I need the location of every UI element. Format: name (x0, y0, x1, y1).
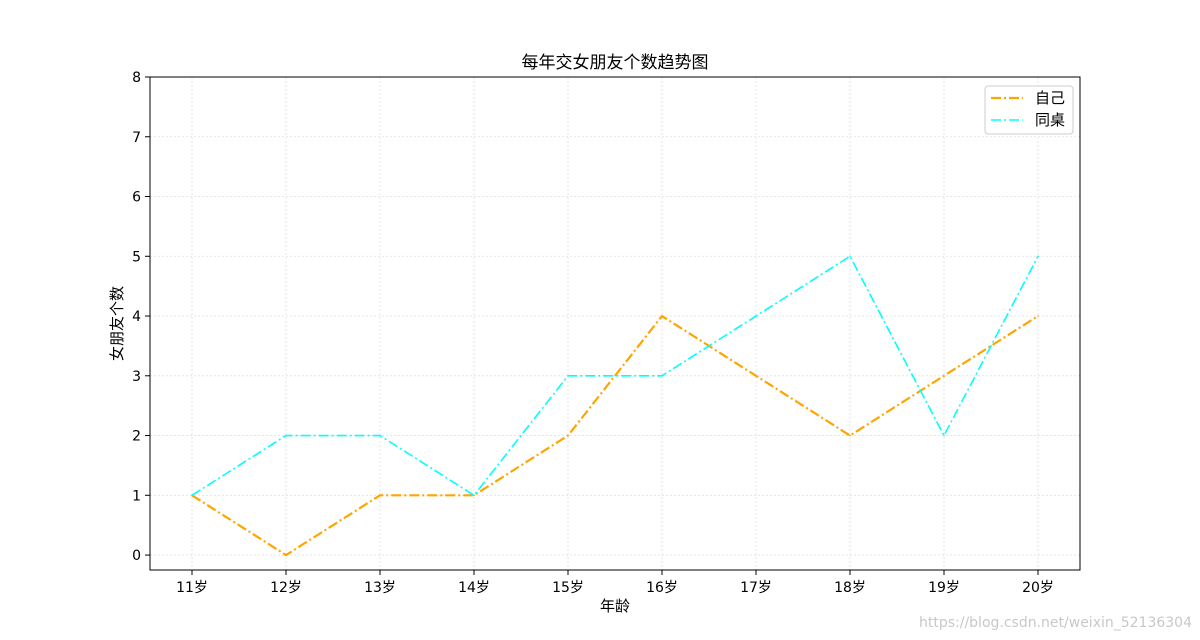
watermark-text: https://blog.csdn.net/weixin_52136304 (919, 615, 1192, 631)
y-tick-label: 3 (132, 369, 141, 385)
x-tick-label: 17岁 (740, 580, 772, 596)
x-tick-label: 16岁 (646, 580, 678, 596)
plot-area-frame (149, 76, 1081, 571)
x-tick-label: 15岁 (552, 580, 584, 596)
series-line-1 (191, 255, 1039, 497)
legend-label: 同桌 (1035, 111, 1065, 129)
data-point (379, 494, 381, 497)
data-point (1037, 315, 1039, 317)
series-line-0 (191, 314, 1039, 557)
y-tick-label: 4 (132, 309, 141, 325)
y-tick-label: 1 (132, 488, 141, 504)
data-point (191, 494, 193, 497)
data-point (285, 434, 287, 437)
y-tick-label: 2 (132, 429, 141, 445)
y-tick-label: 0 (132, 548, 141, 564)
data-point (285, 554, 287, 556)
y-tick-label: 7 (132, 130, 141, 146)
legend-label: 自己 (1035, 89, 1065, 107)
y-tick-label: 8 (132, 70, 141, 86)
y-axis-title: 女朋友个数 (108, 286, 126, 361)
data-point (661, 374, 663, 377)
x-tick-label: 14岁 (458, 580, 490, 596)
x-axis-title: 年龄 (600, 597, 630, 615)
data-point (943, 374, 945, 377)
x-tick-label: 13岁 (364, 580, 396, 596)
x-tick-label: 11岁 (176, 580, 208, 596)
data-point (567, 434, 569, 437)
data-point (661, 315, 663, 317)
chart-title: 每年交女朋友个数趋势图 (522, 53, 709, 73)
data-point (379, 434, 381, 437)
data-point (849, 255, 851, 258)
y-tick-label: 6 (132, 190, 141, 206)
data-point (849, 434, 851, 437)
y-axis-ticks: 0 1 2 3 4 5 6 7 8 (132, 70, 150, 564)
data-point (943, 434, 945, 437)
data-point (755, 315, 757, 317)
x-axis-ticks: 11岁 12岁 13岁 14岁 15岁 16岁 17岁 18岁 19岁 20岁 (176, 570, 1054, 596)
x-tick-label: 20岁 (1022, 580, 1054, 596)
data-point (473, 494, 475, 497)
data-point (755, 374, 757, 377)
x-tick-label: 19岁 (928, 580, 960, 596)
data-point (567, 374, 569, 377)
y-tick-label: 5 (132, 249, 141, 265)
x-tick-label: 18岁 (834, 580, 866, 596)
series-lines (191, 255, 1039, 557)
legend-box (984, 85, 1074, 135)
grid-lines (150, 76, 1080, 570)
x-tick-label: 12岁 (270, 580, 302, 596)
data-point (1037, 255, 1039, 258)
